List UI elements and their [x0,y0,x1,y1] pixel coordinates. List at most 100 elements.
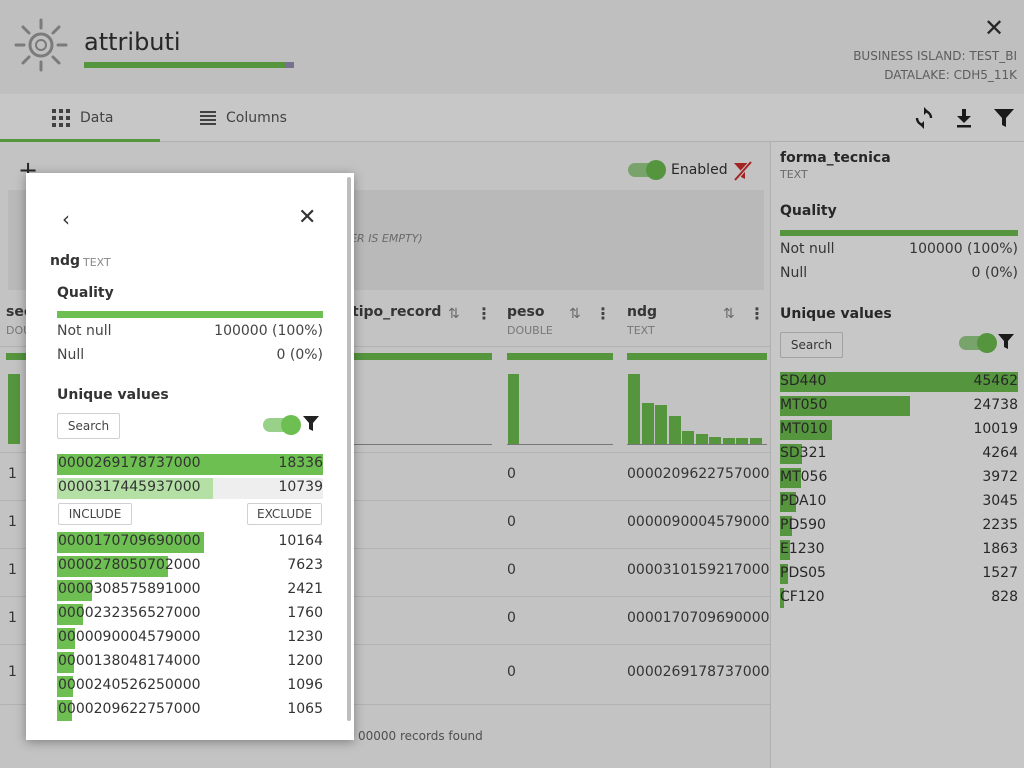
value-count: 10019 [973,421,1018,437]
unique-value-row[interactable]: 0000170709690000 10164 [57,532,323,553]
column-header-ndg[interactable]: ndg TEXT ⇅ ⋮ [627,298,765,346]
panel-search-button[interactable]: Search [780,332,843,358]
unique-value-row[interactable]: 0000090004579000 1230 [57,628,323,649]
value-label: 0000138048174000 [58,653,201,669]
tab-data-label: Data [80,110,114,126]
more-vert-icon[interactable]: ⋮ [595,304,611,323]
value-label: 0000170709690000 [58,533,201,549]
unique-value-row[interactable]: 0000209622757000 1065 [57,700,323,721]
value-label: SD321 [780,445,827,461]
popup-unique-toggle[interactable] [263,415,301,435]
active-tab-indicator [0,139,160,142]
column-values-popup: ‹ ✕ ndg TEXT Quality Not null 100000 (10… [26,173,354,740]
unique-value-row[interactable]: MT010 10019 [780,420,1018,440]
value-count: 2235 [982,517,1018,533]
sort-icon[interactable]: ⇅ [569,306,581,322]
unique-value-row[interactable]: 0000278050702000 7623 [57,556,323,577]
value-frequency-bar [780,372,1018,392]
divider [0,452,770,453]
unique-value-row[interactable]: 0000269178737000 18336 [57,454,323,475]
download-icon[interactable] [952,106,976,130]
divider [0,346,770,347]
column-header-sec[interactable]: sec DOU [6,298,32,346]
value-frequency-bar [780,516,792,536]
unique-value-row[interactable]: 0000138048174000 1200 [57,652,323,673]
popup-unique-title: Unique values [57,387,169,403]
filter-icon[interactable] [992,106,1016,130]
unique-value-row[interactable]: 0000308575891000 2421 [57,580,323,601]
column-header-peso[interactable]: peso DOUBLE ⇅ ⋮ [507,298,612,346]
column-name: ndg [627,304,658,320]
unique-value-row[interactable]: PDA10 3045 [780,492,1018,512]
sort-icon[interactable]: ⇅ [448,306,460,322]
column-name: tipo_record [352,304,442,320]
value-label: 0000317445937000 [58,479,201,495]
cell-ndg: 0000209622757000 [627,466,770,482]
value-count: 7623 [287,557,323,573]
value-frequency-bar [780,396,910,416]
cell-sec: 1 [8,664,17,680]
exclude-button[interactable]: EXCLUDE [247,503,322,525]
unique-value-row[interactable]: MT056 3972 [780,468,1018,488]
more-vert-icon[interactable]: ⋮ [476,304,492,323]
not-null-value: 100000 (100%) [909,241,1018,257]
include-button[interactable]: INCLUDE [58,503,132,525]
row-divider [0,596,770,597]
filters-enabled-label: Enabled [671,162,728,178]
close-icon[interactable]: ✕ [298,205,317,230]
value-label: PDA10 [780,493,827,509]
unique-value-row[interactable]: SD440 45462 [780,372,1018,392]
column-header-tipo-record[interactable]: tipo_record ⇅ ⋮ [352,298,492,346]
value-count: 1065 [287,701,323,717]
panel-unique-toggle[interactable] [959,333,997,353]
unique-value-row[interactable]: 0000232356527000 1760 [57,604,323,625]
unique-value-row[interactable]: 0000240526250000 1096 [57,676,323,697]
popup-scrollbar[interactable] [347,177,351,721]
value-count: 1760 [287,605,323,621]
column-detail-panel: forma_tecnica TEXT Quality Not null 1000… [770,142,1024,768]
panel-unique-title: Unique values [780,306,892,322]
filter-icon[interactable] [302,414,320,432]
not-null-label: Not null [780,241,835,257]
cell-sec: 1 [8,610,17,626]
tab-columns[interactable]: Columns [200,94,287,142]
column-type: DOU [6,324,32,337]
tab-data[interactable]: Data [52,94,113,142]
tab-columns-label: Columns [226,110,287,126]
cell-sec: 1 [8,562,17,578]
unique-value-row[interactable]: 0000317445937000 10739 [57,478,323,499]
unique-value-row[interactable]: PDS05 1527 [780,564,1018,584]
popup-quality-title: Quality [57,285,114,301]
filters-enabled-toggle[interactable] [628,160,666,180]
value-frequency-bar [57,604,83,625]
column-name: sec [6,304,33,320]
null-label: Null [57,347,85,363]
histogram-axis [627,444,767,445]
unique-value-row[interactable]: PD590 2235 [780,516,1018,536]
column-quality-bar [627,353,767,360]
value-frequency-bar [780,468,801,488]
value-frequency-bar [780,492,796,512]
value-count: 1863 [982,541,1018,557]
popup-column-type: TEXT [83,256,111,269]
clear-filter-icon[interactable] [732,160,754,182]
unique-value-row[interactable]: E1230 1863 [780,540,1018,560]
cell-peso: 0 [507,514,516,530]
refresh-icon[interactable] [912,106,936,130]
value-label: 0000090004579000 [58,629,201,645]
sort-icon[interactable]: ⇅ [723,306,735,322]
filter-icon[interactable] [997,332,1015,350]
popup-search-button[interactable]: Search [57,413,120,439]
chevron-left-icon[interactable]: ‹ [62,207,70,231]
unique-value-row[interactable]: MT050 24738 [780,396,1018,416]
row-divider [0,548,770,549]
value-frequency-bar [57,532,204,553]
unique-value-row[interactable]: CF120 828 [780,588,1018,608]
more-vert-icon[interactable]: ⋮ [749,304,765,323]
close-icon[interactable]: ✕ [983,14,1005,42]
panel-quality-title: Quality [780,203,837,219]
value-frequency-bar [780,420,832,440]
cell-ndg: 0000269178737000 [627,664,770,680]
unique-value-row[interactable]: SD321 4264 [780,444,1018,464]
row-divider [0,644,770,645]
